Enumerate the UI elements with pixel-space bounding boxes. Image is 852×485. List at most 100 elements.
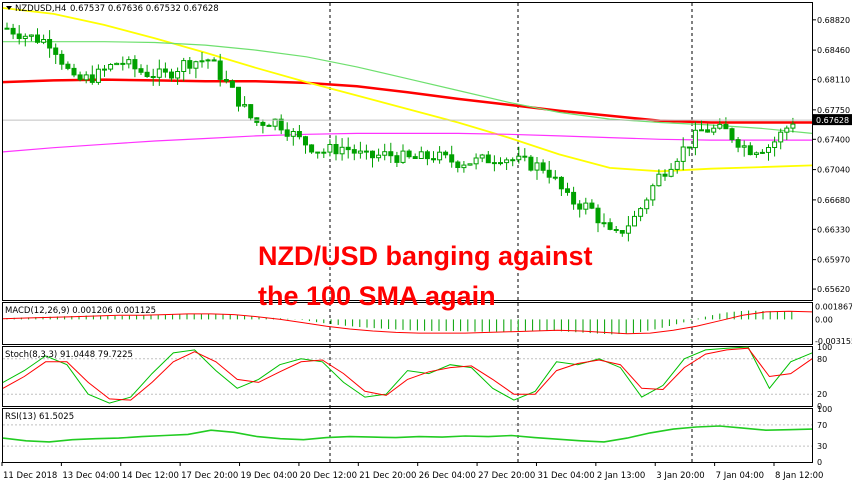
x-tick-label: 3 Jan 20:00 (656, 471, 704, 481)
macd-tick-label: -0.003155 (815, 337, 852, 346)
candle-bearish (89, 74, 95, 83)
ma-line (2, 132, 812, 153)
candle-bullish (418, 151, 424, 160)
candle-bearish (309, 144, 315, 153)
candle-bearish (528, 156, 534, 171)
candle-bearish (47, 39, 53, 49)
stoch-tick-label: 100 (817, 343, 832, 352)
candle-bullish (674, 160, 680, 170)
candle-bearish (431, 158, 436, 161)
candle-bullish (772, 141, 778, 148)
candle-bullish (504, 159, 510, 164)
rsi-panel (2, 408, 813, 463)
candle-bullish (717, 123, 723, 129)
stoch-line (2, 347, 813, 401)
x-tick-label: 31 Dec 04:00 (537, 471, 594, 481)
candle-bearish (4, 27, 10, 30)
candle-bearish (662, 173, 668, 177)
candle-bullish (711, 127, 717, 133)
candle-bearish (552, 176, 558, 179)
candle-bullish (382, 151, 388, 156)
candle-bullish (95, 68, 101, 83)
candle-bullish (692, 129, 698, 149)
macd-tick-label: 0.00 (815, 315, 833, 324)
candle-bullish (272, 118, 278, 127)
candle-bearish (71, 67, 77, 76)
candle-bearish (455, 161, 461, 168)
ma-line (2, 78, 812, 124)
candle-bearish (729, 128, 735, 141)
candle-bearish (406, 150, 412, 158)
candle-bullish (741, 145, 747, 148)
macd-indicator (2, 310, 813, 335)
candle-bullish (534, 162, 540, 171)
vertical-grid (329, 3, 693, 462)
candle-bearish (169, 71, 174, 79)
x-tick-label: 21 Dec 20:00 (359, 471, 416, 481)
candle-bullish (28, 34, 34, 37)
annotation-line-1: NZD/USD banging against (258, 241, 593, 271)
candle-bullish (41, 39, 47, 43)
candle-bearish (315, 151, 321, 154)
macd-title: MACD(12,26,9) 0.001206 0.001125 (5, 306, 156, 316)
macd-tick-label: 0.001867 (815, 303, 852, 312)
x-tick-label: 17 Dec 20:00 (181, 471, 238, 481)
candle-bearish (345, 146, 351, 151)
candle-bearish (35, 34, 40, 43)
y-tick-label: 0.67400 (817, 135, 850, 144)
candle-bullish (656, 173, 662, 187)
x-tick-label: 11 Dec 2018 (3, 471, 57, 481)
candle-bullish (784, 127, 790, 133)
candle-bearish (686, 146, 692, 149)
candle-bearish (613, 229, 619, 231)
candles (4, 22, 796, 242)
ma-line (3, 41, 813, 134)
candle-bearish (485, 154, 491, 164)
candle-bearish (705, 129, 711, 133)
candle-bullish (473, 157, 479, 165)
candle-bearish (120, 62, 126, 65)
y-tick-label: 0.66330 (817, 225, 850, 234)
candle-bullish (632, 215, 637, 227)
candle-bearish (607, 222, 613, 230)
candle-bearish (229, 80, 235, 88)
stoch-tick-label: 80 (817, 355, 827, 364)
candle-bearish (571, 191, 577, 205)
candle-bullish (339, 146, 345, 155)
price-title: NZDUSD,H4 0.67537 0.67636 0.67532 0.6762… (6, 4, 219, 14)
candle-bullish (199, 60, 205, 63)
candle-bearish (619, 230, 625, 234)
ohlc-values: 0.67537 0.67636 0.67532 0.67628 (70, 4, 219, 14)
stoch-tick-label: 0 (817, 402, 822, 411)
candle-bullish (400, 150, 406, 163)
candle-bullish (766, 147, 771, 153)
candle-bullish (644, 199, 650, 210)
candle-bullish (242, 104, 248, 107)
candle-bearish (546, 169, 552, 178)
y-tick-label: 0.65970 (817, 256, 850, 265)
candle-bearish (443, 151, 449, 156)
x-tick-label: 8 Jan 12:00 (775, 471, 823, 481)
candle-bearish (53, 47, 59, 55)
candle-bullish (83, 74, 89, 81)
candle-bearish (150, 76, 156, 78)
candle-bullish (790, 123, 796, 129)
candle-bullish (753, 152, 759, 155)
candle-bearish (284, 129, 290, 137)
x-tick-label: 2 Jan 13:00 (597, 471, 645, 481)
y-tick-label: 0.66680 (817, 196, 850, 205)
candle-bullish (498, 162, 503, 165)
candle-bullish (175, 71, 181, 79)
candle-bullish (491, 162, 497, 165)
macd-signal-line (2, 310, 813, 335)
candle-bearish (260, 121, 266, 126)
candle-bullish (321, 151, 327, 154)
candle-bearish (449, 154, 455, 163)
y-tick-label: 0.67040 (817, 166, 850, 175)
annotation-line-2: the 100 SMA again (258, 281, 496, 311)
candle-bullish (156, 68, 162, 78)
candle-bullish (357, 150, 363, 154)
x-tick-label: 14 Dec 12:00 (122, 471, 179, 481)
stoch-tick-label: 20 (817, 390, 827, 399)
